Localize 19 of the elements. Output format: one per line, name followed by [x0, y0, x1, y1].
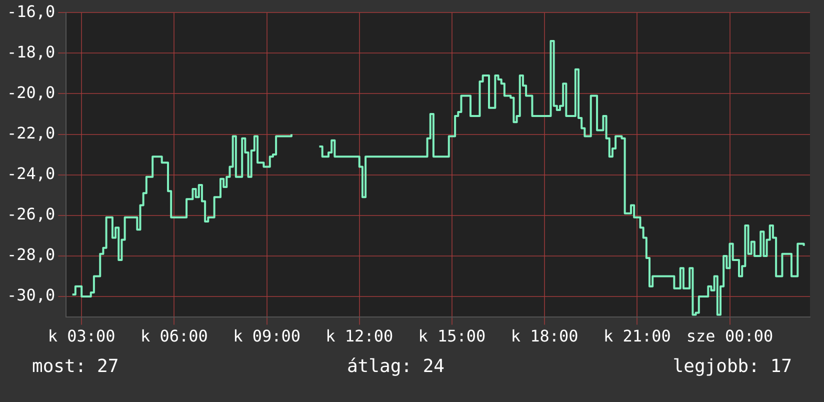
x-tick-label: k 12:00	[326, 326, 394, 346]
y-tick-label: -28,0	[6, 245, 56, 264]
x-tick-label: k 15:00	[418, 326, 486, 346]
y-tick-label: -24,0	[6, 164, 56, 183]
x-tick-label: k 21:00	[603, 326, 671, 346]
x-tick-label: sze 00:00	[686, 326, 774, 346]
y-tick-label: -30,0	[6, 286, 56, 305]
x-tick-label: k 18:00	[510, 326, 578, 346]
y-tick-label: -26,0	[6, 204, 56, 224]
y-tick-label: -22,0	[6, 123, 56, 142]
y-tick-label: -20,0	[6, 82, 56, 102]
text: legjobb: 17	[672, 356, 792, 377]
x-tick-label: k 09:00	[233, 326, 300, 346]
y-tick-label: -16,0	[6, 2, 56, 21]
text: átlag: 24	[346, 356, 445, 377]
x-tick-label: k 06:00	[140, 326, 208, 346]
y-tick-label: -18,0	[6, 42, 56, 62]
text: most: 27	[32, 356, 119, 377]
x-tick-label: k 03:00	[48, 326, 116, 346]
